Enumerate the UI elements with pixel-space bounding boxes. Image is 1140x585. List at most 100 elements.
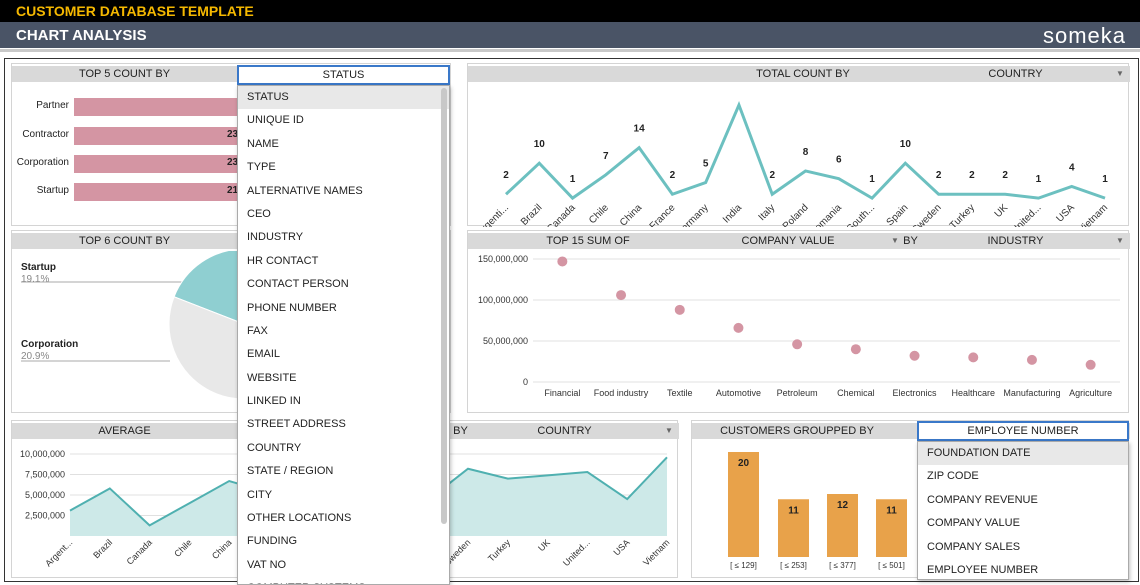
status-dropdown-option[interactable]: EMAIL: [247, 348, 281, 361]
pie-label-corporation: Corporation: [21, 339, 79, 350]
total-count-line-chart: 2Argenti...10Brazil1Canada7Chile14China2…: [475, 100, 1111, 227]
chevron-down-icon[interactable]: ▼: [1116, 69, 1124, 78]
status-dropdown-option[interactable]: WEBSITE: [247, 371, 297, 384]
status-dropdown-option[interactable]: OTHER LOCATIONS: [247, 512, 352, 525]
status-dropdown-option[interactable]: PHONE NUMBER: [247, 301, 337, 314]
bar: [778, 499, 809, 557]
status-dropdown-option[interactable]: FAX: [247, 324, 268, 337]
x-tick-label: Manufacturing: [1003, 388, 1060, 398]
x-tick-label: Agriculture: [1069, 388, 1112, 398]
employee-dropdown-option[interactable]: EMPLOYEE NUMBER: [927, 563, 1039, 576]
bar: [74, 183, 244, 201]
section-title: CHART ANALYSIS: [16, 27, 147, 44]
x-tick-label: [ ≤ 253]: [780, 561, 807, 570]
x-tick-label: China: [210, 537, 234, 561]
chevron-down-icon[interactable]: ▼: [891, 236, 899, 245]
x-tick-label: Chile: [587, 202, 611, 226]
top15-panel: TOP 15 SUM OF COMPANY VALUE ▼ BY INDUSTR…: [467, 230, 1130, 413]
employee-field-input[interactable]: EMPLOYEE NUMBER: [917, 421, 1129, 441]
app-title: CUSTOMER DATABASE TEMPLATE: [16, 3, 254, 19]
data-label: 1: [1102, 174, 1108, 185]
dashboard-frame: [4, 58, 1139, 582]
employee-dropdown-option[interactable]: ZIP CODE: [927, 470, 979, 483]
data-label: 2: [936, 170, 942, 181]
employee-dropdown-option[interactable]: COMPANY VALUE: [927, 517, 1020, 530]
scatter-point: [850, 344, 861, 355]
average-field-select[interactable]: COUNTRY: [537, 425, 592, 437]
bar-value-label: 11: [886, 505, 897, 516]
x-tick-label: USA: [611, 537, 631, 557]
x-tick-label: Turkey: [948, 202, 977, 227]
scatter-point: [792, 339, 803, 350]
x-tick-label: [ ≤ 129]: [730, 561, 757, 570]
x-tick-label: Vietnam: [1077, 202, 1111, 227]
status-dropdown-option[interactable]: INDUSTRY: [247, 231, 304, 244]
scatter-point: [557, 256, 568, 267]
top15-field2-select[interactable]: INDUSTRY: [987, 235, 1044, 247]
data-label: 2: [670, 170, 676, 181]
pie-slice: [173, 251, 245, 325]
bar-value-label: 21: [227, 185, 239, 196]
divider: [0, 49, 1140, 52]
data-label: 5: [703, 159, 709, 170]
y-tick-label: 50,000,000: [483, 336, 528, 346]
chevron-down-icon[interactable]: ▼: [1116, 236, 1124, 245]
y-tick-label: 0: [523, 377, 528, 387]
status-dropdown-option[interactable]: STREET ADDRESS: [247, 418, 346, 431]
data-label: 10: [534, 139, 546, 150]
status-dropdown-option[interactable]: NAME: [247, 137, 279, 150]
employee-dropdown-option[interactable]: COMPANY SALES: [927, 540, 1021, 553]
pie-pct-corporation: 20.9%: [21, 351, 50, 362]
scrollbar[interactable]: [441, 88, 447, 524]
status-dropdown-option[interactable]: VAT NO: [247, 558, 287, 571]
x-tick-label: Food industry: [594, 388, 649, 398]
series-line: [69, 479, 270, 527]
data-label: 2: [503, 170, 509, 181]
status-dropdown-option[interactable]: COMPUTER SYSTEMS: [238, 577, 449, 584]
x-tick-label: South...: [845, 202, 877, 227]
x-tick-label: Financial: [544, 388, 580, 398]
pie-pct-startup: 19.1%: [21, 274, 50, 285]
x-tick-label: USA: [1055, 202, 1078, 225]
data-label: 4: [1069, 162, 1075, 173]
x-tick-label: Sweden: [910, 202, 943, 227]
employee-dropdown-option[interactable]: FOUNDATION DATE: [918, 442, 1128, 466]
top15-scatter-chart: 0 50,000,000 100,000,000 150,000,000 Financi…: [478, 254, 1120, 398]
data-label: 10: [900, 139, 912, 150]
total-count-field-select[interactable]: COUNTRY: [988, 68, 1043, 80]
scatter-point: [968, 352, 979, 363]
status-dropdown-option[interactable]: UNIQUE ID: [247, 114, 304, 127]
status-dropdown-option[interactable]: LINKED IN: [247, 395, 301, 408]
status-dropdown-option[interactable]: ALTERNATIVE NAMES: [247, 184, 363, 197]
x-tick-label: Spain: [885, 202, 911, 227]
data-label: 1: [1036, 174, 1042, 185]
chevron-down-icon[interactable]: ▼: [665, 426, 673, 435]
status-dropdown-option[interactable]: TYPE: [247, 161, 276, 174]
total-count-header-bg: [468, 66, 1130, 82]
x-tick-label: [ ≤ 501]: [878, 561, 905, 570]
x-tick-label: UK: [536, 537, 552, 553]
top15-by-label: BY: [903, 235, 918, 247]
status-dropdown-option[interactable]: CEO: [247, 207, 271, 220]
bar: [74, 155, 244, 173]
status-dropdown-option[interactable]: COUNTRY: [247, 441, 302, 454]
total-count-panel: TOTAL COUNT BY COUNTRY ▼ 2 Argenti... 10 Br…: [467, 63, 1130, 227]
status-dropdown-option[interactable]: CONTACT PERSON: [247, 278, 349, 291]
top15-field-select[interactable]: COMPANY VALUE: [741, 235, 835, 247]
y-tick-label: 7,500,000: [25, 470, 65, 480]
status-dropdown-option[interactable]: STATE / REGION: [247, 465, 334, 478]
top5-header: TOP 5 COUNT BY: [12, 66, 237, 82]
employee-dropdown-option[interactable]: COMPANY REVENUE: [927, 493, 1038, 506]
status-field-input[interactable]: STATUS: [237, 65, 450, 85]
scatter-point: [1026, 354, 1037, 365]
area-fill: [428, 457, 667, 536]
scatter-point: [1085, 359, 1096, 370]
status-dropdown-option[interactable]: HR CONTACT: [247, 254, 319, 267]
app-title-bar: CUSTOMER DATABASE TEMPLATE: [0, 0, 1140, 22]
x-tick-label: Turkey: [486, 537, 513, 564]
top15-header: TOP 15 SUM OF: [546, 235, 630, 247]
status-dropdown-option[interactable]: STATUS: [238, 86, 449, 110]
status-dropdown-option[interactable]: FUNDING: [247, 535, 298, 548]
series-line: [504, 100, 1106, 201]
status-dropdown-option[interactable]: CITY: [247, 488, 273, 501]
